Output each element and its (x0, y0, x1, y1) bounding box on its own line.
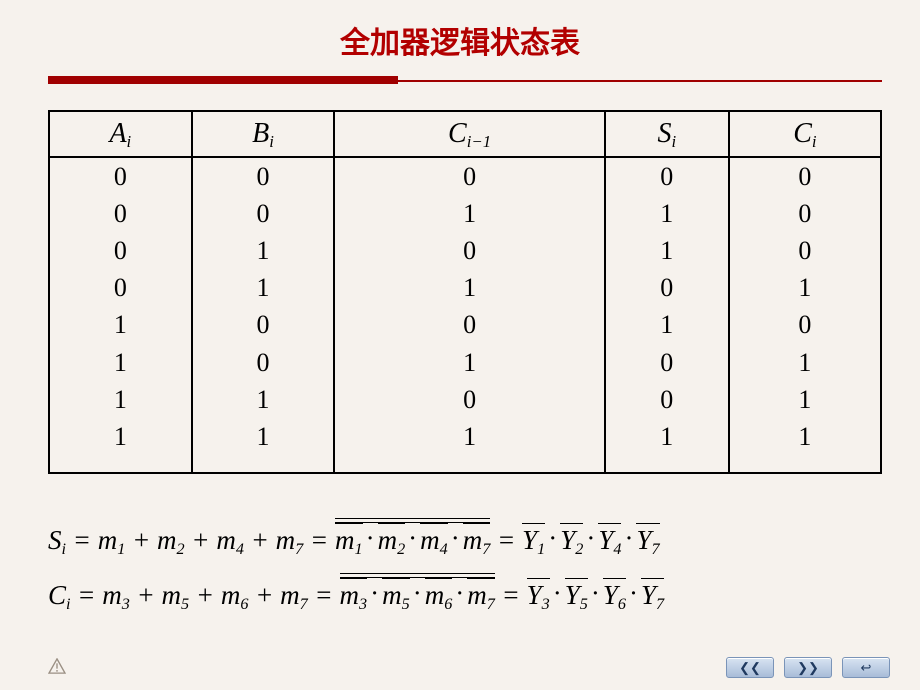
table-cell: 1 (729, 269, 881, 306)
table-cell: 1 (334, 418, 604, 473)
table-row: 00000 (49, 157, 881, 195)
table-row: 00110 (49, 195, 881, 232)
equations-block: Si = m1 + m2 + m4 + m7 = m1·m2·m4·m7 = Y… (48, 512, 882, 614)
table-cell: 1 (334, 344, 604, 381)
table-cell: 1 (729, 418, 881, 473)
table-cell: 0 (49, 269, 192, 306)
table-row: 01010 (49, 232, 881, 269)
table-cell: 0 (334, 306, 604, 343)
back-button[interactable]: ↩ (842, 657, 890, 678)
table-row: 01101 (49, 269, 881, 306)
equation-Ci: Ci = m3 + m5 + m6 + m7 = m3·m5·m6·m7 = Y… (48, 573, 882, 614)
table-cell: 0 (192, 195, 335, 232)
table-cell: 1 (192, 232, 335, 269)
table-cell: 1 (49, 306, 192, 343)
table-cell: 0 (729, 195, 881, 232)
table-cell: 1 (49, 381, 192, 418)
table-cell: 1 (605, 418, 729, 473)
table-cell: 0 (729, 157, 881, 195)
truth-table: AiBiCi−1SiCi 000000011001010011011001010… (48, 110, 882, 474)
next-button[interactable]: ❯❯ (784, 657, 832, 678)
table-cell: 1 (334, 195, 604, 232)
col-header: Bi (192, 111, 335, 157)
table-cell: 0 (49, 157, 192, 195)
table-cell: 0 (49, 232, 192, 269)
col-header: Ci (729, 111, 881, 157)
table-cell: 0 (192, 344, 335, 381)
table-cell: 1 (605, 195, 729, 232)
table-cell: 0 (192, 306, 335, 343)
table-cell: 1 (729, 381, 881, 418)
slide-title: 全加器逻辑状态表 (0, 18, 920, 62)
table-cell: 1 (49, 418, 192, 473)
table-cell: 0 (334, 381, 604, 418)
table-cell: 0 (334, 232, 604, 269)
table-cell: 0 (729, 232, 881, 269)
table-cell: 0 (605, 344, 729, 381)
col-header: Ai (49, 111, 192, 157)
table-cell: 1 (729, 344, 881, 381)
horizontal-rule (48, 76, 882, 88)
table-row: 11001 (49, 381, 881, 418)
table-cell: 1 (334, 269, 604, 306)
col-header: Si (605, 111, 729, 157)
table-cell: 0 (192, 157, 335, 195)
table-cell: 0 (729, 306, 881, 343)
table-cell: 1 (192, 418, 335, 473)
table-cell: 1 (605, 306, 729, 343)
table-cell: 0 (334, 157, 604, 195)
prev-button[interactable]: ❮❮ (726, 657, 774, 678)
col-header: Ci−1 (334, 111, 604, 157)
table-cell: 0 (605, 157, 729, 195)
equation-Si: Si = m1 + m2 + m4 + m7 = m1·m2·m4·m7 = Y… (48, 518, 882, 559)
table-header-row: AiBiCi−1SiCi (49, 111, 881, 157)
table-cell: 0 (49, 195, 192, 232)
table-cell: 0 (605, 269, 729, 306)
table-cell: 1 (49, 344, 192, 381)
nav-buttons: ❮❮ ❯❯ ↩ (726, 657, 890, 678)
table-row: 11111 (49, 418, 881, 473)
table-cell: 1 (192, 269, 335, 306)
table-row: 10101 (49, 344, 881, 381)
table-cell: 1 (192, 381, 335, 418)
table-row: 10010 (49, 306, 881, 343)
table-cell: 1 (605, 232, 729, 269)
table-cell: 0 (605, 381, 729, 418)
warning-icon (48, 658, 66, 674)
slide: 全加器逻辑状态表 AiBiCi−1SiCi 000000011001010011… (0, 0, 920, 690)
